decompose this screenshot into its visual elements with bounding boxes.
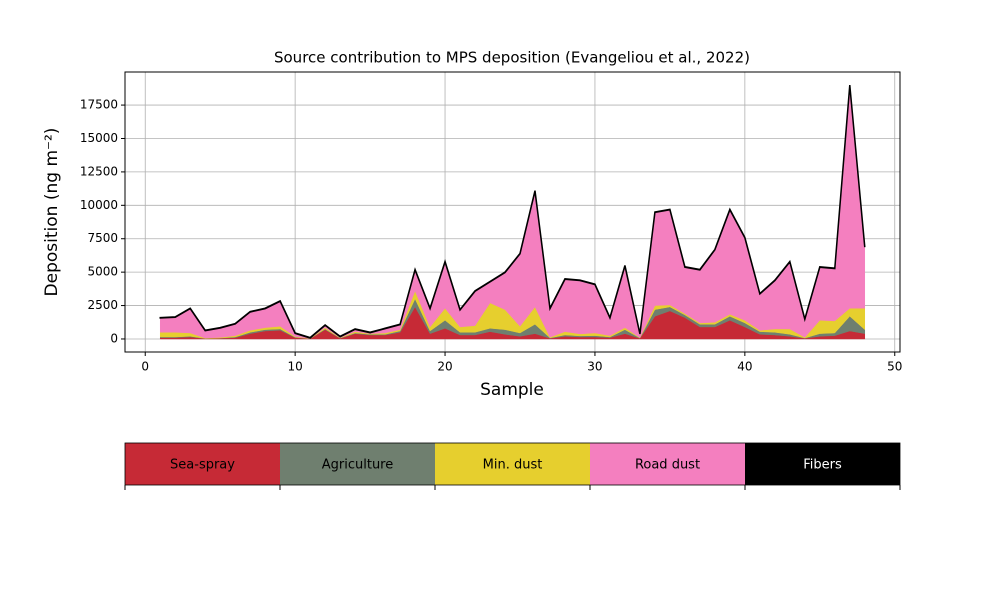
legend-label: Fibers <box>803 458 842 473</box>
y-axis-label: Deposition (ng m⁻²) <box>42 128 62 297</box>
area <box>159 84 866 339</box>
y-tick-label: 10000 <box>80 198 118 212</box>
chart-title: Source contribution to MPS deposition (E… <box>274 49 750 67</box>
legend-swatch <box>435 443 590 485</box>
x-tick-label: 20 <box>437 360 452 374</box>
legend-label: Sea-spray <box>170 458 235 473</box>
legend-swatch <box>745 443 900 485</box>
y-tick-label: 0 <box>110 331 118 345</box>
plot-frame <box>124 71 901 353</box>
y-tick-label: 2500 <box>87 298 118 312</box>
legend-label: Agriculture <box>322 458 394 473</box>
legend-label: Road dust <box>635 458 700 473</box>
x-tick-label: 50 <box>887 360 902 374</box>
y-tick-label: 17500 <box>80 98 118 112</box>
x-tick-label: 0 <box>141 360 149 374</box>
x-tick-label: 10 <box>287 360 302 374</box>
x-axis-label: Sample <box>480 380 544 400</box>
legend-swatch <box>590 443 745 485</box>
x-tick-label: 30 <box>587 360 602 374</box>
legend-swatch <box>125 443 280 485</box>
legend-swatch <box>280 443 435 485</box>
y-tick-label: 12500 <box>80 164 118 178</box>
legend-frame <box>124 442 901 486</box>
y-tick-label: 15000 <box>80 131 118 145</box>
area <box>159 85 866 339</box>
x-tick-label: 40 <box>737 360 752 374</box>
y-tick-label: 5000 <box>87 265 118 279</box>
y-tick-label: 7500 <box>87 231 118 245</box>
legend-label: Min. dust <box>483 458 543 473</box>
